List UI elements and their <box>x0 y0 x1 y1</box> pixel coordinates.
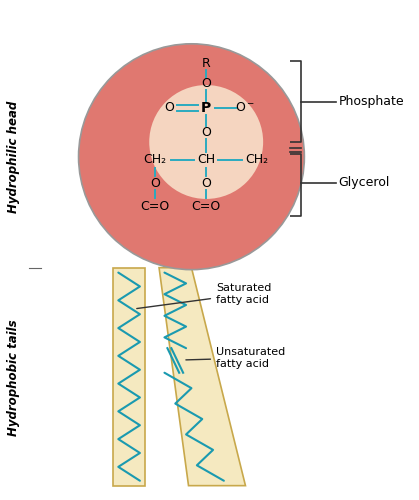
Polygon shape <box>113 268 145 486</box>
Text: O: O <box>164 101 174 114</box>
Text: CH₂: CH₂ <box>246 153 269 166</box>
Text: O: O <box>201 176 211 190</box>
Text: Phosphate: Phosphate <box>339 95 404 108</box>
Text: P: P <box>201 100 211 114</box>
Polygon shape <box>159 268 246 486</box>
Text: CH: CH <box>197 153 215 166</box>
Text: O: O <box>201 126 211 138</box>
Text: Unsaturated
fatty acid: Unsaturated fatty acid <box>186 347 285 369</box>
Text: Glycerol: Glycerol <box>339 176 390 189</box>
Circle shape <box>78 44 304 270</box>
Text: C=O: C=O <box>140 200 170 213</box>
Text: R: R <box>202 57 211 70</box>
Text: O: O <box>201 76 211 90</box>
Text: O: O <box>150 176 160 190</box>
Text: Saturated
fatty acid: Saturated fatty acid <box>137 284 272 308</box>
Text: Hydrophilic head: Hydrophilic head <box>7 100 20 213</box>
Text: CH₂: CH₂ <box>144 153 167 166</box>
Text: C=O: C=O <box>191 200 221 213</box>
Text: Hydrophobic tails: Hydrophobic tails <box>7 320 20 436</box>
Text: O$^-$: O$^-$ <box>235 101 256 114</box>
Circle shape <box>149 85 263 199</box>
